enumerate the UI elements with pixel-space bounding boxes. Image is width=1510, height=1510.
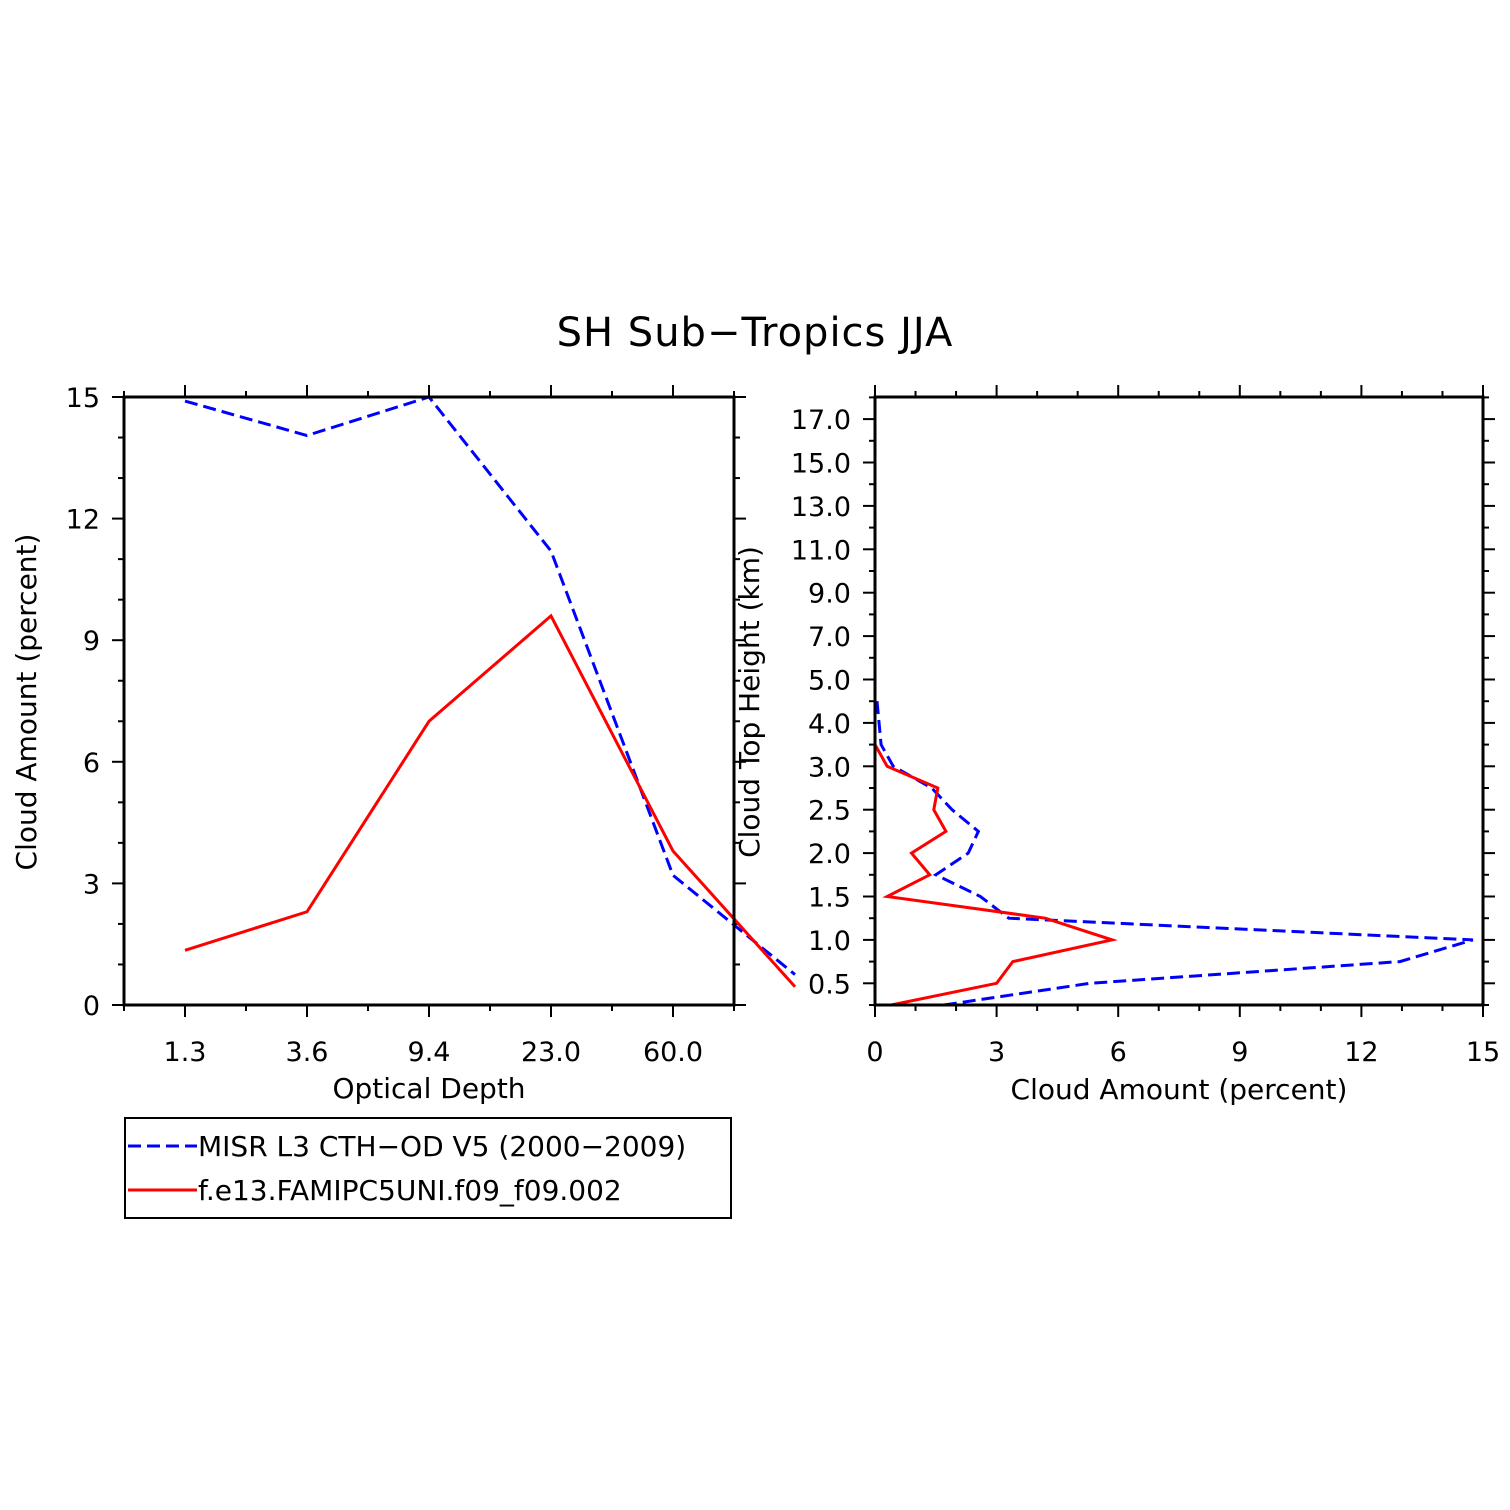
right-x-tick-label: 3 [988,1037,1005,1068]
right-y-tick-label: 9.0 [808,579,851,610]
right-x-tick-label: 0 [866,1037,883,1068]
right-y-tick-label: 3.0 [808,752,851,783]
left-plot-frame [122,395,736,1007]
legend-label-model: f.e13.FAMIPC5UNI.f09_f09.002 [198,1174,622,1207]
left-x-tick-label: 3.6 [286,1037,329,1068]
right-x-axis-title: Cloud Amount (percent) [1011,1073,1348,1106]
chart-title: SH Sub−Tropics JJA [557,310,954,356]
left-x-tick-label: 9.4 [408,1037,451,1068]
left-tick-labels: 0 3 6 9 12 15 1.3 3.6 9.4 23.0 60.0 [66,383,703,1068]
left-y-tick-label: 6 [83,748,100,779]
right-y-tick-label: 1.5 [808,883,851,914]
left-y-tick-label: 9 [83,626,100,657]
left-series-model-line [184,613,797,988]
left-x-tick-label: 1.3 [164,1037,207,1068]
right-y-tick-label: 1.0 [808,926,851,957]
left-y-tick-label: 15 [66,383,100,414]
right-y-tick-label: 15.0 [791,449,851,480]
right-x-tick-label: 9 [1231,1037,1248,1068]
right-series [873,701,1474,1007]
right-y-tick-label: 7.0 [808,622,851,653]
legend: MISR L3 CTH−OD V5 (2000−2009) f.e13.FAMI… [124,1117,732,1219]
right-y-axis-title: Cloud Top Height (km) [733,546,766,858]
left-series-misr-line [184,395,796,976]
left-x-tick-label: 60.0 [643,1037,703,1068]
left-series [184,395,797,988]
right-tick-labels: 0 3 6 9 12 15 0.5 1.0 1.5 2.0 2.5 3.0 4.0 5.0 7.0 9.0 11… [791,405,1500,1068]
left-y-axis-title: Cloud Amount (percent) [10,534,43,871]
right-x-tick-label: 15 [1466,1037,1500,1068]
left-x-tick-label: 23.0 [521,1037,581,1068]
right-y-tick-label: 17.0 [791,405,851,436]
right-x-tick-label: 12 [1344,1037,1378,1068]
right-series-misr-line [875,701,1474,1007]
right-y-tick-label: 2.0 [808,839,851,870]
left-y-tick-label: 12 [66,505,100,536]
left-y-tick-label: 0 [83,991,100,1022]
right-y-tick-label: 5.0 [808,666,851,697]
legend-label-misr: MISR L3 CTH−OD V5 (2000−2009) [198,1130,686,1163]
left-axis-ticks [112,385,746,1017]
left-x-axis-title: Optical Depth [332,1072,525,1105]
right-x-tick-label: 6 [1110,1037,1127,1068]
right-y-tick-label: 11.0 [791,535,851,566]
right-axis-ticks [863,385,1495,1017]
legend-box [124,1117,732,1219]
left-y-tick-label: 3 [83,869,100,900]
right-plot-frame [873,395,1485,1007]
right-y-tick-label: 13.0 [791,492,851,523]
right-series-model-line [873,743,1118,1007]
right-plot: 0 3 6 9 12 15 0.5 1.0 1.5 2.0 2.5 3.0 4.0 5.0 7.0 9.0 11… [733,385,1500,1106]
right-y-tick-label: 2.5 [808,796,851,827]
right-y-tick-label: 0.5 [808,969,851,1000]
right-y-tick-label: 4.0 [808,709,851,740]
